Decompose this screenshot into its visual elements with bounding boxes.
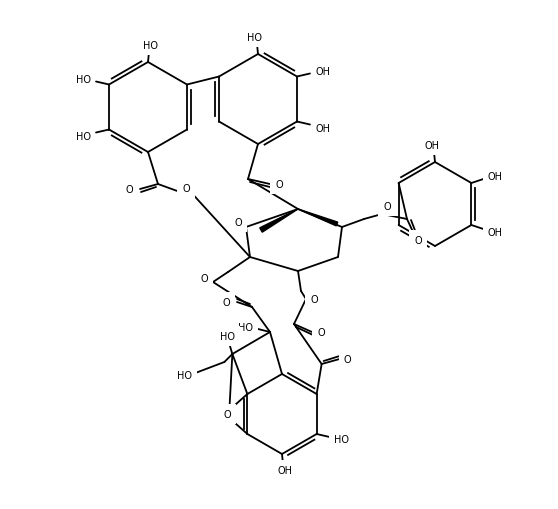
Text: OH: OH (277, 465, 292, 475)
Polygon shape (260, 210, 298, 233)
Text: HO: HO (142, 41, 157, 51)
Text: HO: HO (177, 370, 192, 380)
Text: OH: OH (315, 123, 330, 133)
Text: O: O (224, 409, 231, 419)
Text: O: O (222, 297, 230, 307)
Text: O: O (310, 294, 318, 304)
Text: HO: HO (334, 434, 349, 444)
Text: OH: OH (488, 172, 503, 182)
Text: HO: HO (75, 131, 90, 141)
Text: OH: OH (315, 66, 330, 76)
Text: O: O (182, 184, 190, 193)
Text: O: O (125, 185, 133, 194)
Text: HO: HO (220, 331, 235, 342)
Text: O: O (414, 236, 422, 245)
Polygon shape (298, 210, 338, 227)
Text: HO: HO (248, 33, 262, 43)
Text: O: O (344, 354, 352, 364)
Text: OH: OH (488, 228, 503, 238)
Text: O: O (200, 273, 208, 284)
Text: O: O (317, 327, 325, 337)
Text: HO: HO (238, 322, 253, 332)
Text: OH: OH (425, 140, 440, 151)
Text: O: O (234, 217, 242, 228)
Text: HO: HO (75, 74, 90, 84)
Text: O: O (383, 202, 391, 212)
Text: O: O (275, 180, 283, 190)
